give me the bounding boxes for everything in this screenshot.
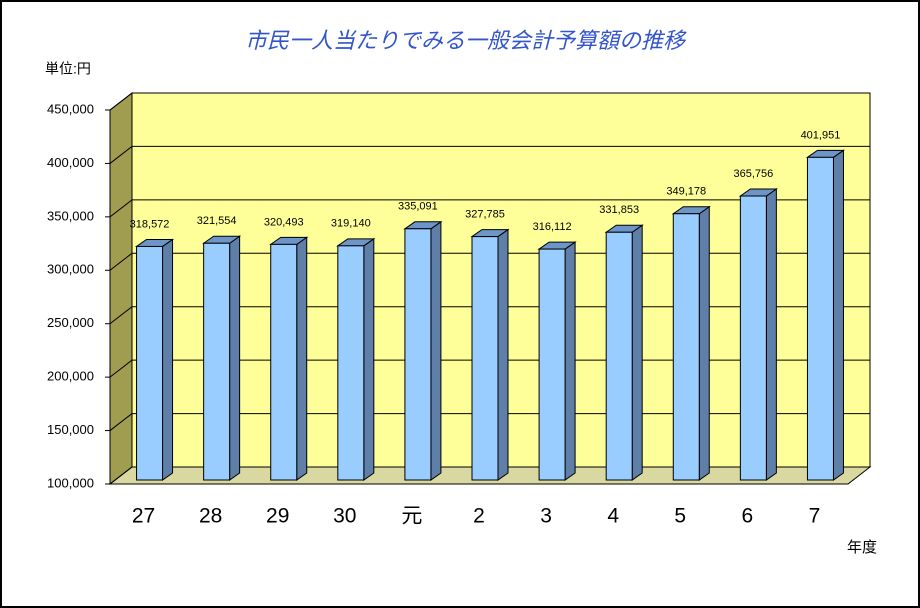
value-label: 365,756 xyxy=(733,168,773,180)
y-tick-label: 100,000 xyxy=(47,475,94,490)
bar-front xyxy=(471,236,499,481)
bar xyxy=(269,236,309,481)
x-tick-label: 元 xyxy=(401,505,422,528)
x-tick-label: 27 xyxy=(132,505,155,528)
bar xyxy=(604,224,644,481)
value-label: 331,853 xyxy=(599,204,639,216)
bar-side xyxy=(363,237,375,481)
bar-side xyxy=(497,228,509,481)
x-tick-label: 2 xyxy=(473,505,485,528)
bar-front xyxy=(672,213,700,481)
grid-line xyxy=(109,145,870,164)
value-label: 335,091 xyxy=(398,201,438,213)
value-label: 316,112 xyxy=(533,221,572,233)
value-label: 318,572 xyxy=(130,218,170,230)
value-label: 327,785 xyxy=(465,209,505,221)
bar-front xyxy=(538,248,566,481)
bar-side xyxy=(765,188,777,481)
value-label: 401,951 xyxy=(801,129,841,141)
chart-title: 市民一人当たりでみる一般会計予算額の推移 xyxy=(245,28,687,53)
grid-line xyxy=(109,199,870,218)
value-label: 349,178 xyxy=(666,186,706,198)
bar-side xyxy=(229,235,241,481)
bar xyxy=(403,220,443,481)
y-tick-label: 450,000 xyxy=(47,101,94,116)
x-tick-label: 30 xyxy=(333,505,356,528)
x-axis-label: 年度 xyxy=(847,539,877,556)
y-unit-label: 単位:円 xyxy=(45,61,91,77)
bar-side xyxy=(832,149,844,481)
bar-front xyxy=(806,156,834,481)
grid-line xyxy=(109,92,870,111)
bar xyxy=(470,228,510,481)
value-label: 321,554 xyxy=(197,215,237,227)
bar-front xyxy=(739,195,767,481)
bar-side xyxy=(430,220,442,481)
bar-side xyxy=(162,238,174,481)
value-label: 319,140 xyxy=(331,218,371,230)
bar xyxy=(805,149,846,481)
bar-side xyxy=(564,241,576,481)
bar xyxy=(202,235,242,481)
x-tick-label: 7 xyxy=(809,505,821,528)
bar xyxy=(671,205,711,481)
bar-front xyxy=(203,242,231,481)
y-tick-label: 350,000 xyxy=(47,208,94,223)
side-wall xyxy=(109,91,133,486)
bar xyxy=(738,188,778,481)
x-tick-label: 29 xyxy=(266,505,289,528)
bar-front xyxy=(270,243,298,481)
y-tick-label: 200,000 xyxy=(47,369,94,384)
y-tick-label: 300,000 xyxy=(47,262,94,277)
bar-front xyxy=(136,245,164,481)
bar-side xyxy=(296,236,308,481)
y-tick-label: 150,000 xyxy=(47,422,94,437)
bar-front xyxy=(605,231,633,481)
bar-front xyxy=(404,228,432,481)
x-tick-label: 3 xyxy=(540,505,552,528)
x-tick-label: 28 xyxy=(199,505,222,528)
bar-front xyxy=(337,245,365,481)
y-tick-label: 250,000 xyxy=(47,315,94,330)
bar-side xyxy=(631,224,643,481)
x-tick-label: 6 xyxy=(742,505,754,528)
bar xyxy=(537,241,577,481)
x-tick-label: 5 xyxy=(674,505,686,528)
value-label: 320,493 xyxy=(264,216,304,228)
bar xyxy=(134,238,175,481)
y-tick-label: 400,000 xyxy=(47,155,94,170)
bar-side xyxy=(698,205,710,481)
plot-area: 100,000 150,000 200,000 250,000 300,000 350,0… xyxy=(47,91,872,528)
x-tick-label: 4 xyxy=(607,505,619,528)
bar xyxy=(336,237,376,481)
